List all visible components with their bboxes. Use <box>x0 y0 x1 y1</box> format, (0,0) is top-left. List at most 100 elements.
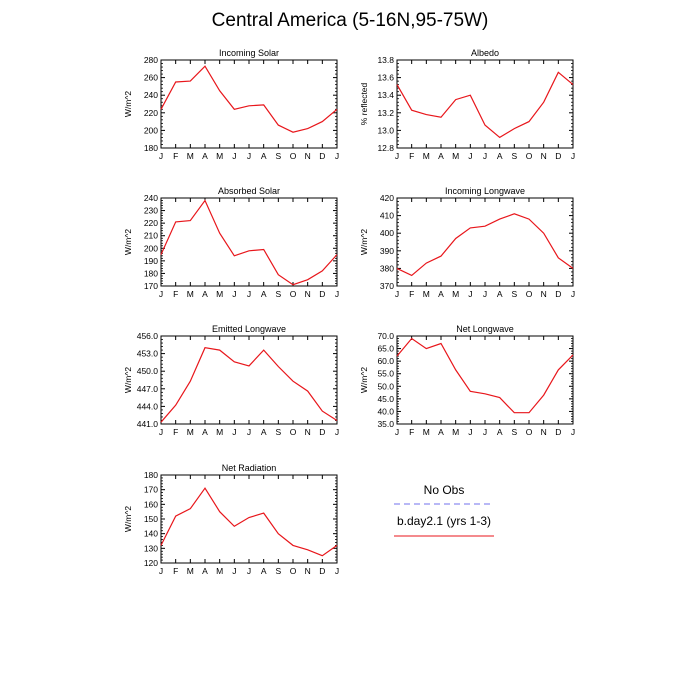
x-tick-label: A <box>261 151 267 161</box>
y-tick-label: 13.4 <box>377 90 394 100</box>
panel-title: Incoming Longwave <box>445 186 525 196</box>
x-tick-label: J <box>247 566 251 576</box>
x-tick-label: N <box>305 289 311 299</box>
y-tick-label: 400 <box>380 228 394 238</box>
plot-frame <box>396 197 574 287</box>
x-tick-label: O <box>290 566 297 576</box>
y-tick-label: 180 <box>144 143 158 153</box>
x-tick-label: M <box>452 427 459 437</box>
x-tick-label: S <box>275 289 281 299</box>
y-axis-label: W/m^2 <box>359 229 369 255</box>
plot-frame <box>160 59 338 149</box>
x-tick-label: S <box>511 151 517 161</box>
y-tick-label: 444.0 <box>137 401 159 411</box>
plot-frame <box>160 474 338 564</box>
y-tick-label: 170 <box>144 281 158 291</box>
x-tick-label: A <box>202 289 208 299</box>
y-tick-label: 390 <box>380 246 394 256</box>
x-tick-label: J <box>468 427 472 437</box>
x-tick-label: A <box>202 427 208 437</box>
x-tick-label: D <box>319 151 325 161</box>
y-tick-label: 280 <box>144 55 158 65</box>
x-tick-label: O <box>526 151 533 161</box>
panel-title: Net Radiation <box>222 463 277 473</box>
x-tick-label: A <box>438 427 444 437</box>
x-tick-label: A <box>497 151 503 161</box>
x-tick-label: J <box>571 289 575 299</box>
x-tick-label: M <box>187 427 194 437</box>
x-tick-label: A <box>202 566 208 576</box>
y-tick-label: 240 <box>144 193 158 203</box>
x-tick-label: M <box>452 289 459 299</box>
x-tick-label: A <box>438 151 444 161</box>
x-tick-label: M <box>187 289 194 299</box>
y-tick-label: 450.0 <box>137 366 159 376</box>
y-tick-label: 12.8 <box>377 143 394 153</box>
x-tick-label: F <box>409 151 414 161</box>
x-tick-label: J <box>395 151 399 161</box>
y-tick-label: 150 <box>144 514 158 524</box>
y-tick-label: 180 <box>144 470 158 480</box>
series-line <box>160 199 338 286</box>
x-tick-label: F <box>173 289 178 299</box>
y-tick-label: 456.0 <box>137 331 159 341</box>
y-tick-label: 160 <box>144 499 158 509</box>
x-tick-label: J <box>159 289 163 299</box>
legend-entry-label: No Obs <box>424 483 465 497</box>
panel-title: Net Longwave <box>456 324 514 334</box>
panel-net-longwave: Net Longwave W/m^2 35.0 40.0 45.0 50.0 55.0 60.… <box>359 324 575 437</box>
x-tick-label: D <box>319 289 325 299</box>
y-tick-label: 447.0 <box>137 384 159 394</box>
x-tick-label: F <box>173 427 178 437</box>
panel-title: Incoming Solar <box>219 48 279 58</box>
x-tick-label: M <box>216 289 223 299</box>
x-tick-label: M <box>423 427 430 437</box>
series-line <box>160 347 338 423</box>
x-tick-label: J <box>335 289 339 299</box>
panel-title: Emitted Longwave <box>212 324 286 334</box>
plot-frame <box>160 197 338 287</box>
x-tick-label: J <box>232 427 236 437</box>
x-tick-label: M <box>423 151 430 161</box>
x-tick-label: J <box>232 151 236 161</box>
x-tick-label: A <box>438 289 444 299</box>
y-tick-label: 180 <box>144 268 158 278</box>
x-tick-label: J <box>483 151 487 161</box>
y-tick-label: 220 <box>144 218 158 228</box>
x-tick-label: D <box>555 151 561 161</box>
y-tick-label: 55.0 <box>377 369 394 379</box>
y-tick-label: 120 <box>144 558 158 568</box>
x-tick-label: F <box>409 427 414 437</box>
x-tick-label: J <box>247 289 251 299</box>
x-tick-label: N <box>305 427 311 437</box>
y-tick-label: 260 <box>144 73 158 83</box>
x-tick-label: A <box>261 289 267 299</box>
y-tick-label: 130 <box>144 543 158 553</box>
y-axis-label: % reflected <box>359 82 369 125</box>
x-tick-label: N <box>541 289 547 299</box>
y-tick-label: 441.0 <box>137 419 159 429</box>
x-tick-label: S <box>275 427 281 437</box>
y-tick-label: 13.8 <box>377 55 394 65</box>
x-tick-label: M <box>187 151 194 161</box>
panel-title: Absorbed Solar <box>218 186 280 196</box>
y-tick-label: 50.0 <box>377 381 394 391</box>
y-tick-label: 240 <box>144 90 158 100</box>
y-tick-label: 13.6 <box>377 73 394 83</box>
x-tick-label: J <box>395 289 399 299</box>
y-tick-label: 380 <box>380 263 394 273</box>
series-line <box>160 487 338 557</box>
x-tick-label: M <box>216 151 223 161</box>
x-tick-label: J <box>247 151 251 161</box>
x-tick-label: J <box>232 289 236 299</box>
y-tick-label: 65.0 <box>377 344 394 354</box>
plot-frame <box>396 335 574 425</box>
x-tick-label: A <box>497 427 503 437</box>
x-tick-label: A <box>261 566 267 576</box>
x-tick-label: D <box>555 427 561 437</box>
y-tick-label: 200 <box>144 243 158 253</box>
x-tick-label: M <box>452 151 459 161</box>
x-tick-label: J <box>335 427 339 437</box>
x-tick-label: N <box>541 151 547 161</box>
